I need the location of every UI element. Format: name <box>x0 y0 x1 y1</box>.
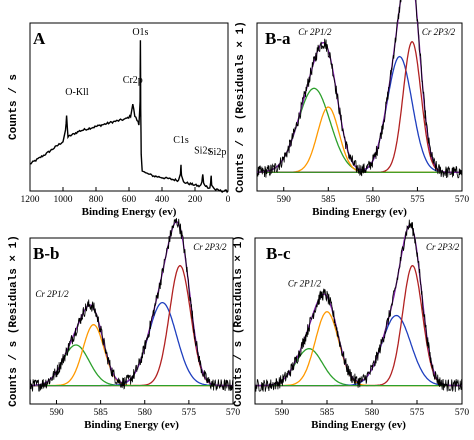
panel-letter: B-c <box>266 244 291 263</box>
peak-annotation: Cr2p <box>123 75 143 86</box>
x-axis-label: Binding Energy (ev) <box>312 206 407 218</box>
x-tick-label: 590 <box>275 408 290 418</box>
x-tick-label: 580 <box>365 408 380 418</box>
x-axis-label: Binding Energy (ev) <box>82 206 177 218</box>
x-tick-label: 600 <box>122 195 137 205</box>
peak-annotation: C1s <box>173 135 189 146</box>
y-axis-label: Counts / s (Residuals × 1) <box>233 235 245 407</box>
x-tick-label: 585 <box>321 195 336 205</box>
fit-component-line <box>255 265 462 387</box>
plot-frame <box>254 237 463 405</box>
x-tick-label: 575 <box>410 195 425 205</box>
raw-data-line <box>256 0 463 179</box>
peak-annotation: Si2s <box>194 146 211 157</box>
panel-b-b: 590 585 580 575 570 Binding Energy (ev) Counts… <box>8 218 240 431</box>
fit-component-line <box>255 314 462 387</box>
panel-b-c: 590 585 580 575 570 Binding Energy (ev) Counts… <box>233 219 470 431</box>
x-tick-label: 400 <box>155 195 170 205</box>
peak-annotation: O-Kll <box>65 87 89 98</box>
fit-component-line <box>255 311 462 387</box>
plot-frame <box>256 22 463 192</box>
x-tick-label: 570 <box>455 195 470 205</box>
peak-annotation: Si2p <box>208 147 226 158</box>
x-tick-label: 800 <box>89 195 104 205</box>
plot-frame <box>29 237 234 405</box>
peak-label: Cr 2P3/2 <box>426 242 460 252</box>
panel-b-a: 590 585 580 575 570 Binding Energy (ev) Counts… <box>235 0 469 218</box>
peak-label: Cr 2P1/2 <box>288 278 322 288</box>
peak-label: Cr 2P1/2 <box>35 289 69 299</box>
y-axis-label: Counts / s (Residuals × 1) <box>8 235 20 407</box>
panel-letter: B-a <box>265 29 291 48</box>
x-tick-label: 570 <box>455 408 470 418</box>
x-axis-label: Binding Energy (ev) <box>84 419 179 431</box>
raw-data-line <box>29 218 234 392</box>
x-axis-label: Binding Energy (ev) <box>311 419 406 431</box>
plot-frame <box>29 22 229 192</box>
panel-a: 1200 1000 800 600 400 200 0 Binding Energy (ev)… <box>8 22 231 218</box>
survey-spectrum-line <box>29 40 229 194</box>
y-axis-label: Counts / s <box>8 74 20 140</box>
x-tick-label: 585 <box>320 408 335 418</box>
panel-letter: B-b <box>33 244 59 263</box>
x-tick-label: 585 <box>93 408 108 418</box>
peak-label: Cr 2P3/2 <box>193 242 227 252</box>
x-tick-label: 575 <box>410 408 425 418</box>
raw-data-line <box>254 219 463 392</box>
peak-annotation: O1s <box>132 27 148 38</box>
x-tick-label: 580 <box>366 195 381 205</box>
x-tick-label: 1000 <box>54 195 73 205</box>
x-tick-label: 580 <box>138 408 153 418</box>
x-tick-label: 590 <box>277 195 292 205</box>
fit-component-line <box>257 106 462 173</box>
x-tick-label: 0 <box>226 195 231 205</box>
x-tick-label: 570 <box>226 408 241 418</box>
x-tick-label: 575 <box>182 408 197 418</box>
y-axis-label: Counts / s (Residuals × 1) <box>235 21 247 193</box>
peak-label: Cr 2P3/2 <box>422 27 456 37</box>
peak-label: Cr 2P1/2 <box>298 27 332 37</box>
x-tick-label: 200 <box>188 195 203 205</box>
x-tick-label: 1200 <box>21 195 40 205</box>
panel-letter: A <box>33 29 46 48</box>
x-tick-label: 590 <box>49 408 64 418</box>
